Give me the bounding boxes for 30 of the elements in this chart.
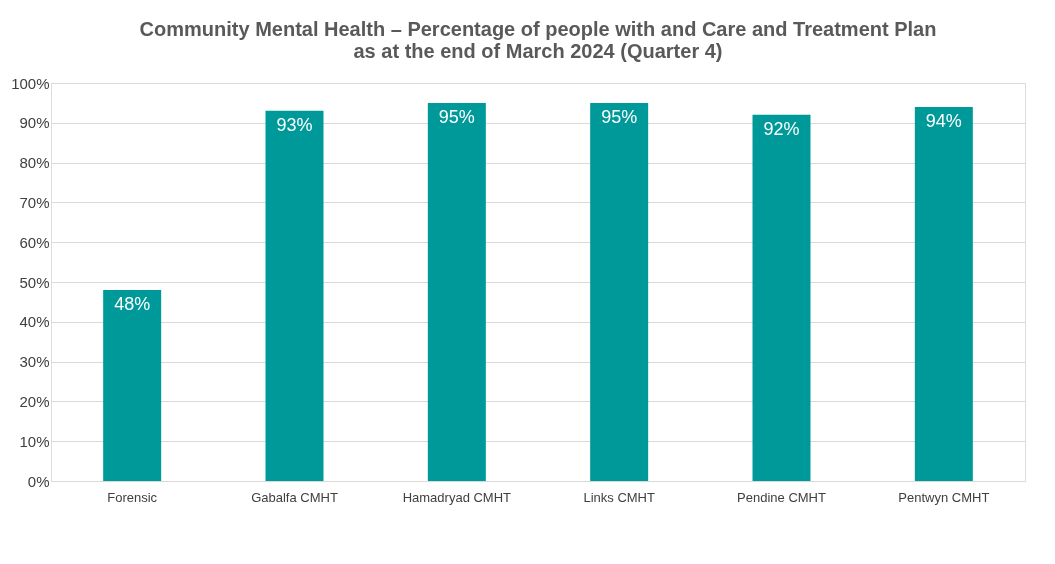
bar bbox=[752, 114, 811, 481]
y-tick-label: 40% bbox=[19, 313, 50, 331]
data-label: 92% bbox=[763, 118, 800, 139]
data-label: 95% bbox=[438, 106, 475, 127]
data-label: 93% bbox=[276, 114, 313, 135]
x-tick-label: Pendine CMHT bbox=[737, 489, 826, 505]
bar bbox=[265, 110, 324, 481]
y-tick-label: 70% bbox=[19, 193, 50, 211]
x-tick-label: Links CMHT bbox=[583, 489, 655, 505]
bar bbox=[103, 289, 162, 481]
bar bbox=[914, 106, 973, 481]
data-label: 94% bbox=[925, 110, 962, 131]
x-tick-label: Hamadryad CMHT bbox=[402, 489, 512, 505]
x-tick-label: Pentwyn CMHT bbox=[898, 489, 990, 505]
data-label: 95% bbox=[601, 106, 638, 127]
x-tick-label: Gabalfa CMHT bbox=[251, 489, 338, 505]
x-tick-label: Forensic bbox=[107, 489, 158, 505]
y-tick-label: 60% bbox=[19, 233, 50, 251]
y-tick-label: 80% bbox=[19, 154, 50, 172]
y-tick-label: 30% bbox=[19, 353, 50, 371]
y-tick-label: 90% bbox=[19, 114, 50, 132]
y-tick-label: 50% bbox=[19, 273, 50, 291]
y-tick-label: 100% bbox=[11, 74, 50, 92]
y-tick-label: 20% bbox=[19, 392, 50, 410]
y-tick-label: 10% bbox=[19, 432, 50, 450]
data-label: 48% bbox=[114, 293, 151, 314]
chart-title: Community Mental Health – Percentage of people with and Care and Treatment Plan as at the end of March 2024 (Quarter 4) bbox=[139, 18, 937, 62]
bar bbox=[427, 102, 486, 481]
bar bbox=[590, 102, 649, 481]
y-tick-label: 0% bbox=[27, 472, 50, 490]
